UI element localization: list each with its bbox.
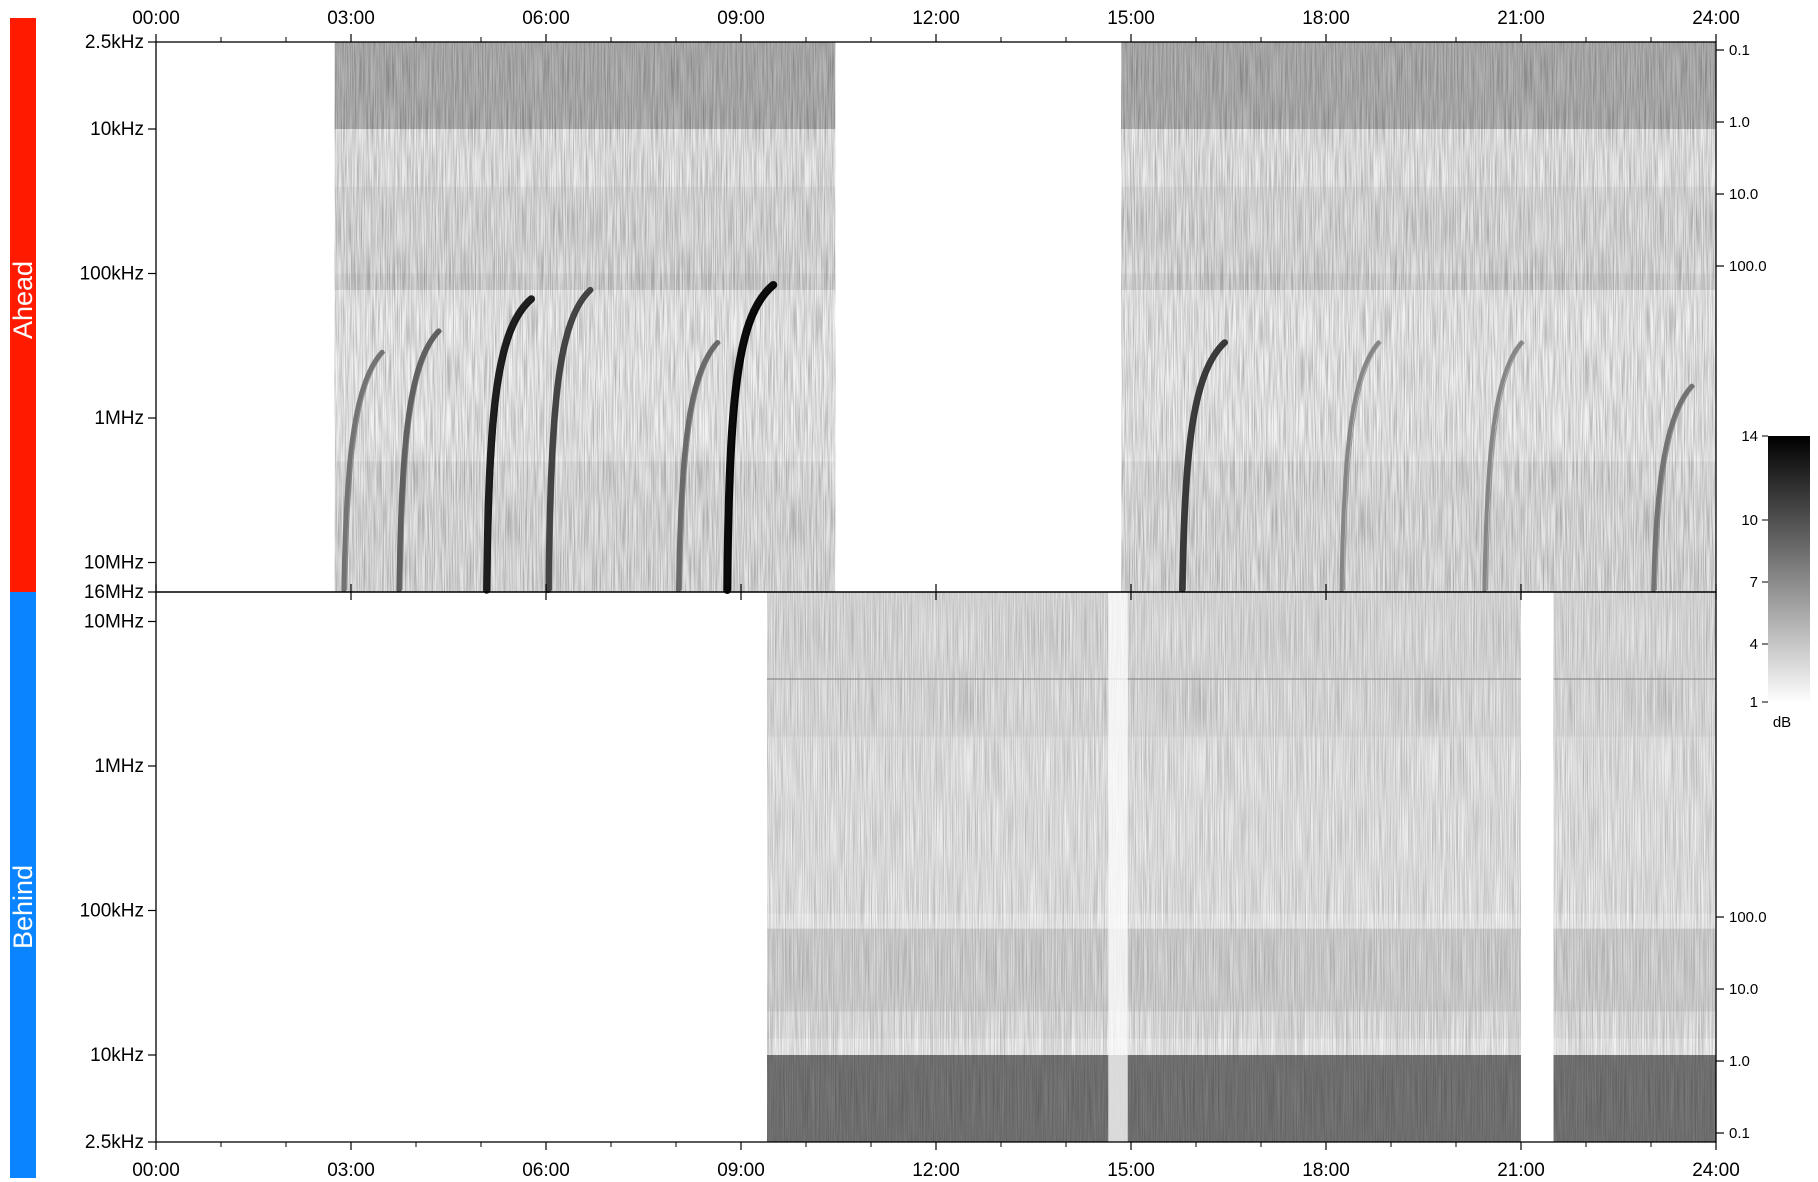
top-x-tick-label: 06:00 bbox=[522, 8, 570, 29]
behind-y-tick-label: 2.5kHz bbox=[85, 1132, 144, 1153]
top-x-tick-label: 12:00 bbox=[912, 8, 960, 29]
bottom-x-tick-label: 21:00 bbox=[1497, 1160, 1545, 1181]
ahead-radio-burst-trail bbox=[401, 330, 443, 591]
colorbar-tick-label: 14 bbox=[1741, 428, 1758, 445]
colorbar-tick-label: 7 bbox=[1750, 574, 1758, 591]
top-x-tick-label: 21:00 bbox=[1497, 8, 1545, 29]
ahead-noise-texture bbox=[334, 42, 836, 592]
ahead-radio-burst bbox=[396, 328, 442, 593]
behind-right-tick-label: 10.0 bbox=[1729, 981, 1758, 998]
ahead-radio-burst bbox=[545, 286, 594, 594]
bottom-x-tick-label: 06:00 bbox=[522, 1160, 570, 1181]
behind-data-gap bbox=[1108, 592, 1128, 1142]
bottom-x-tick-label: 15:00 bbox=[1107, 1160, 1155, 1181]
bottom-x-tick-label: 18:00 bbox=[1302, 1160, 1350, 1181]
ahead-radio-burst-trail bbox=[550, 289, 594, 591]
ahead-radio-burst-trail bbox=[1655, 385, 1696, 591]
behind-side-bar bbox=[10, 592, 36, 1178]
behind-right-tick-label: 0.1 bbox=[1729, 1125, 1750, 1142]
ahead-right-tick-label: 1.0 bbox=[1729, 114, 1750, 131]
behind-spectrogram-panel bbox=[767, 592, 1716, 1142]
ahead-y-tick-label: 10MHz bbox=[84, 553, 144, 574]
bottom-x-tick-label: 00:00 bbox=[132, 1160, 180, 1181]
colorbar-ticks: 14 10 7 4 1 bbox=[1741, 428, 1768, 711]
ahead-radio-burst-trail bbox=[1343, 342, 1382, 591]
ahead-y-tick-label: 100kHz bbox=[80, 264, 144, 285]
ahead-right-tick-label: 10.0 bbox=[1729, 186, 1758, 203]
ahead-spectrogram-panel bbox=[334, 42, 1716, 594]
ahead-radio-burst-trail bbox=[346, 351, 386, 591]
ahead-radio-burst bbox=[483, 295, 536, 594]
ahead-radio-burst bbox=[1339, 340, 1381, 593]
colorbar-tick-label: 10 bbox=[1741, 512, 1758, 529]
ahead-radio-burst bbox=[341, 349, 385, 593]
ahead-radio-burst bbox=[1482, 340, 1524, 593]
ahead-radio-burst-trail bbox=[489, 298, 535, 591]
top-x-tick-label: 15:00 bbox=[1107, 8, 1155, 29]
behind-y-tick-label: 10MHz bbox=[84, 611, 144, 632]
bottom-x-tick-label: 09:00 bbox=[717, 1160, 765, 1181]
behind-y-tick-label: 100kHz bbox=[80, 900, 144, 921]
behind-y-tick-label: 10kHz bbox=[90, 1045, 144, 1066]
ahead-y-tick-label: 16MHz bbox=[84, 582, 144, 603]
bottom-x-tick-label: 12:00 bbox=[912, 1160, 960, 1181]
colorbar-tick-label: 1 bbox=[1750, 694, 1758, 711]
ahead-right-tick-label: 0.1 bbox=[1729, 42, 1750, 59]
bottom-x-tick-label: 24:00 bbox=[1692, 1160, 1740, 1181]
colorbar-unit-label: dB bbox=[1773, 714, 1791, 731]
ahead-radio-burst-trail bbox=[1184, 342, 1229, 591]
behind-right-tick-label: 100.0 bbox=[1729, 909, 1767, 926]
ahead-y-tick-label: 1MHz bbox=[94, 408, 144, 429]
ahead-right-tick-label: 100.0 bbox=[1729, 258, 1767, 275]
ahead-y-tick-label: 2.5kHz bbox=[85, 32, 144, 53]
top-x-tick-label: 03:00 bbox=[327, 8, 375, 29]
ahead-radio-burst-trail bbox=[729, 284, 777, 591]
top-x-tick-label: 09:00 bbox=[717, 8, 765, 29]
top-x-tick-label: 24:00 bbox=[1692, 8, 1740, 29]
ahead-radio-burst-trail bbox=[680, 342, 721, 591]
ahead-radio-burst bbox=[1179, 339, 1228, 594]
colorbar-gradient bbox=[1768, 436, 1810, 704]
ahead-side-label: Ahead bbox=[8, 261, 38, 339]
colorbar-tick-label: 4 bbox=[1750, 636, 1758, 653]
ahead-radio-burst bbox=[1651, 383, 1695, 593]
ahead-side-bar bbox=[10, 18, 36, 592]
top-x-tick-label: 18:00 bbox=[1302, 8, 1350, 29]
behind-side-label: Behind bbox=[8, 865, 38, 949]
ahead-y-tick-label: 10kHz bbox=[90, 119, 144, 140]
axes-layer: 00:00 00:00 03:00 03:00 06:00 06:00 09:00 09:00… bbox=[80, 8, 1767, 1181]
behind-right-tick-label: 1.0 bbox=[1729, 1053, 1750, 1070]
bottom-x-tick-label: 03:00 bbox=[327, 1160, 375, 1181]
ahead-radio-burst-trail bbox=[1486, 342, 1525, 591]
ahead-noise-texture bbox=[1121, 42, 1716, 592]
top-x-tick-label: 00:00 bbox=[132, 8, 180, 29]
ahead-radio-burst bbox=[723, 280, 778, 594]
behind-y-tick-label: 1MHz bbox=[94, 756, 144, 777]
ahead-radio-burst bbox=[676, 339, 720, 593]
behind-noise-texture bbox=[767, 592, 1521, 1142]
colorbar: 14 10 7 4 1 dB bbox=[1741, 428, 1810, 731]
behind-noise-texture bbox=[1553, 592, 1716, 1142]
